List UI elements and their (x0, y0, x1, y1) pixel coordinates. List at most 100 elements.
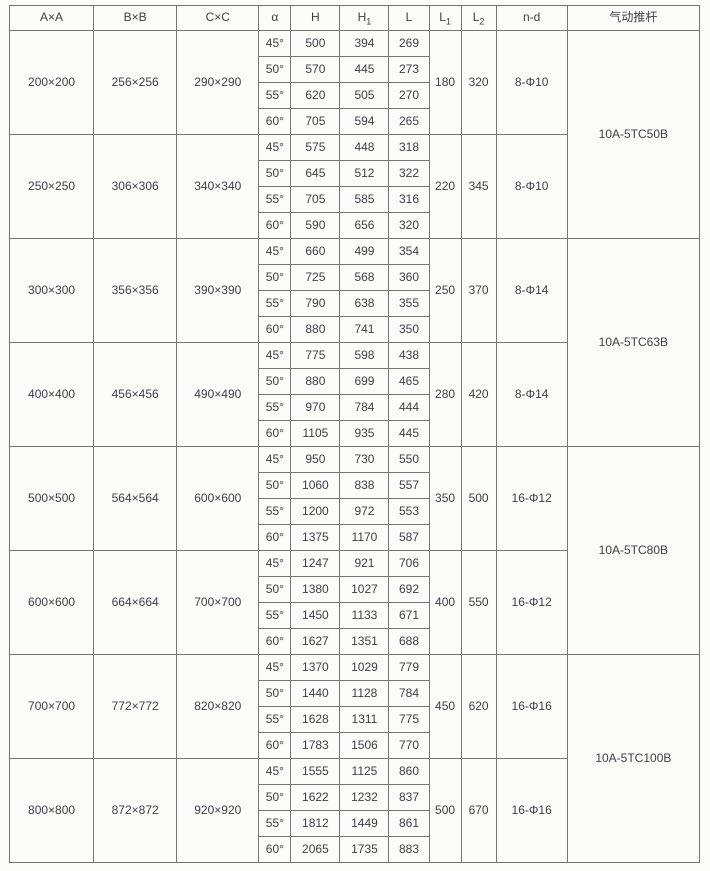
cell-l: 692 (388, 576, 430, 603)
cell-nd: 16-Φ16 (495, 758, 568, 863)
cell-h: 705 (290, 186, 341, 213)
cell-h1: 1128 (339, 680, 390, 707)
table-row: 55° 620 505 270 (10, 82, 700, 109)
cell-alpha: 50° (258, 56, 292, 83)
cell-h: 775 (290, 342, 341, 369)
cell-l: 775 (388, 706, 430, 733)
col-header-h1-sub: 1 (366, 16, 372, 27)
cell-l2: 345 (460, 134, 497, 239)
cell-h: 590 (290, 212, 341, 239)
table-row: 50° 725 568 360 (10, 264, 700, 291)
col-header-cxc: C×C (176, 5, 260, 31)
table-row: 60° 705 594 265 (10, 108, 700, 135)
cell-h: 1783 (290, 732, 341, 759)
cell-l: 318 (388, 134, 430, 161)
dimension-spec-table: A×A B×B C×C α H H1 L L1 L2 n-d 气动推杆 200×… (8, 5, 701, 863)
cell-h: 1450 (290, 602, 341, 629)
cell-h: 1105 (290, 420, 341, 447)
cell-alpha: 45° (258, 30, 292, 57)
cell-h: 1440 (290, 680, 341, 707)
cell-h1: 972 (339, 498, 390, 525)
cell-l: 557 (388, 472, 430, 499)
cell-l: 837 (388, 784, 430, 811)
cell-h1: 1125 (339, 758, 390, 785)
cell-h1: 499 (339, 238, 390, 265)
col-header-l1-base: L (439, 10, 446, 25)
cell-h: 1247 (290, 550, 341, 577)
cell-l1: 180 (428, 30, 462, 135)
cell-nd: 8-Φ14 (495, 342, 568, 447)
cell-l: 688 (388, 628, 430, 655)
cell-h1: 1449 (339, 810, 390, 837)
table-row: 500×500 564×564 600×600 45° 950 730 550 … (8, 446, 701, 655)
cell-h: 1555 (290, 758, 341, 785)
cell-actuator: 10A-5TC50B (566, 30, 701, 239)
col-header-nd: n-d (495, 5, 568, 31)
cell-h: 950 (290, 446, 341, 473)
cell-l1: 500 (428, 758, 462, 863)
cell-alpha: 50° (258, 472, 292, 499)
cell-alpha: 55° (258, 498, 292, 525)
cell-h1: 1029 (339, 654, 390, 681)
table-row: 55° 1628 1311 775 (10, 706, 700, 733)
cell-alpha: 50° (258, 368, 292, 395)
cell-h1: 699 (339, 368, 390, 395)
table-row: 50° 1440 1128 784 (10, 680, 700, 707)
cell-axa: 400×400 (8, 342, 95, 447)
cell-h: 1812 (290, 810, 341, 837)
cell-h1: 598 (339, 342, 390, 369)
cell-h: 1375 (290, 524, 341, 551)
cell-l: 770 (388, 732, 430, 759)
cell-h1: 512 (339, 160, 390, 187)
cell-l2: 320 (460, 30, 497, 135)
table-row: 600×600 664×664 700×700 45° 1247 921 706… (8, 550, 700, 655)
cell-bxb: 356×356 (93, 238, 178, 343)
cell-nd: 8-Φ10 (495, 30, 568, 135)
cell-alpha: 55° (258, 82, 292, 109)
cell-l1: 220 (428, 134, 462, 239)
cell-l: 706 (388, 550, 430, 577)
cell-actuator: 10A-5TC100B (566, 654, 701, 863)
cell-alpha: 45° (258, 550, 292, 577)
cell-h1: 921 (339, 550, 390, 577)
cell-h1: 394 (339, 30, 390, 57)
cell-bxb: 664×664 (93, 550, 178, 655)
table-row: 50° 570 445 273 (10, 56, 700, 83)
col-header-h: H (290, 5, 341, 31)
cell-l: 860 (388, 758, 430, 785)
cell-l1: 280 (428, 342, 462, 447)
cell-alpha: 45° (258, 238, 292, 265)
cell-h1: 656 (339, 212, 390, 239)
cell-h: 1628 (290, 706, 341, 733)
cell-bxb: 872×872 (93, 758, 178, 863)
cell-h1: 1311 (339, 706, 390, 733)
cell-alpha: 60° (258, 732, 292, 759)
cell-l: 355 (388, 290, 430, 317)
cell-h: 1627 (290, 628, 341, 655)
cell-axa: 800×800 (8, 758, 95, 863)
cell-l: 322 (388, 160, 430, 187)
cell-alpha: 55° (258, 810, 292, 837)
cell-alpha: 50° (258, 680, 292, 707)
cell-alpha: 60° (258, 316, 292, 343)
cell-h: 880 (290, 316, 341, 343)
table-row: 200×200 256×256 290×290 45° 500 394 269 … (8, 30, 701, 239)
cell-l: 784 (388, 680, 430, 707)
cell-nd: 8-Φ10 (495, 134, 568, 239)
cell-l: 316 (388, 186, 430, 213)
cell-axa: 600×600 (8, 550, 95, 655)
cell-h1: 1232 (339, 784, 390, 811)
cell-alpha: 45° (258, 446, 292, 473)
cell-h1: 1133 (339, 602, 390, 629)
cell-l2: 550 (460, 550, 497, 655)
cell-alpha: 55° (258, 290, 292, 317)
cell-alpha: 60° (258, 524, 292, 551)
cell-h1: 594 (339, 108, 390, 135)
col-header-l: L (388, 5, 430, 31)
table-row: 50° 1060 838 557 (10, 472, 700, 499)
cell-h1: 935 (339, 420, 390, 447)
cell-h: 1200 (290, 498, 341, 525)
cell-cxc: 340×340 (176, 134, 260, 239)
cell-alpha: 55° (258, 602, 292, 629)
